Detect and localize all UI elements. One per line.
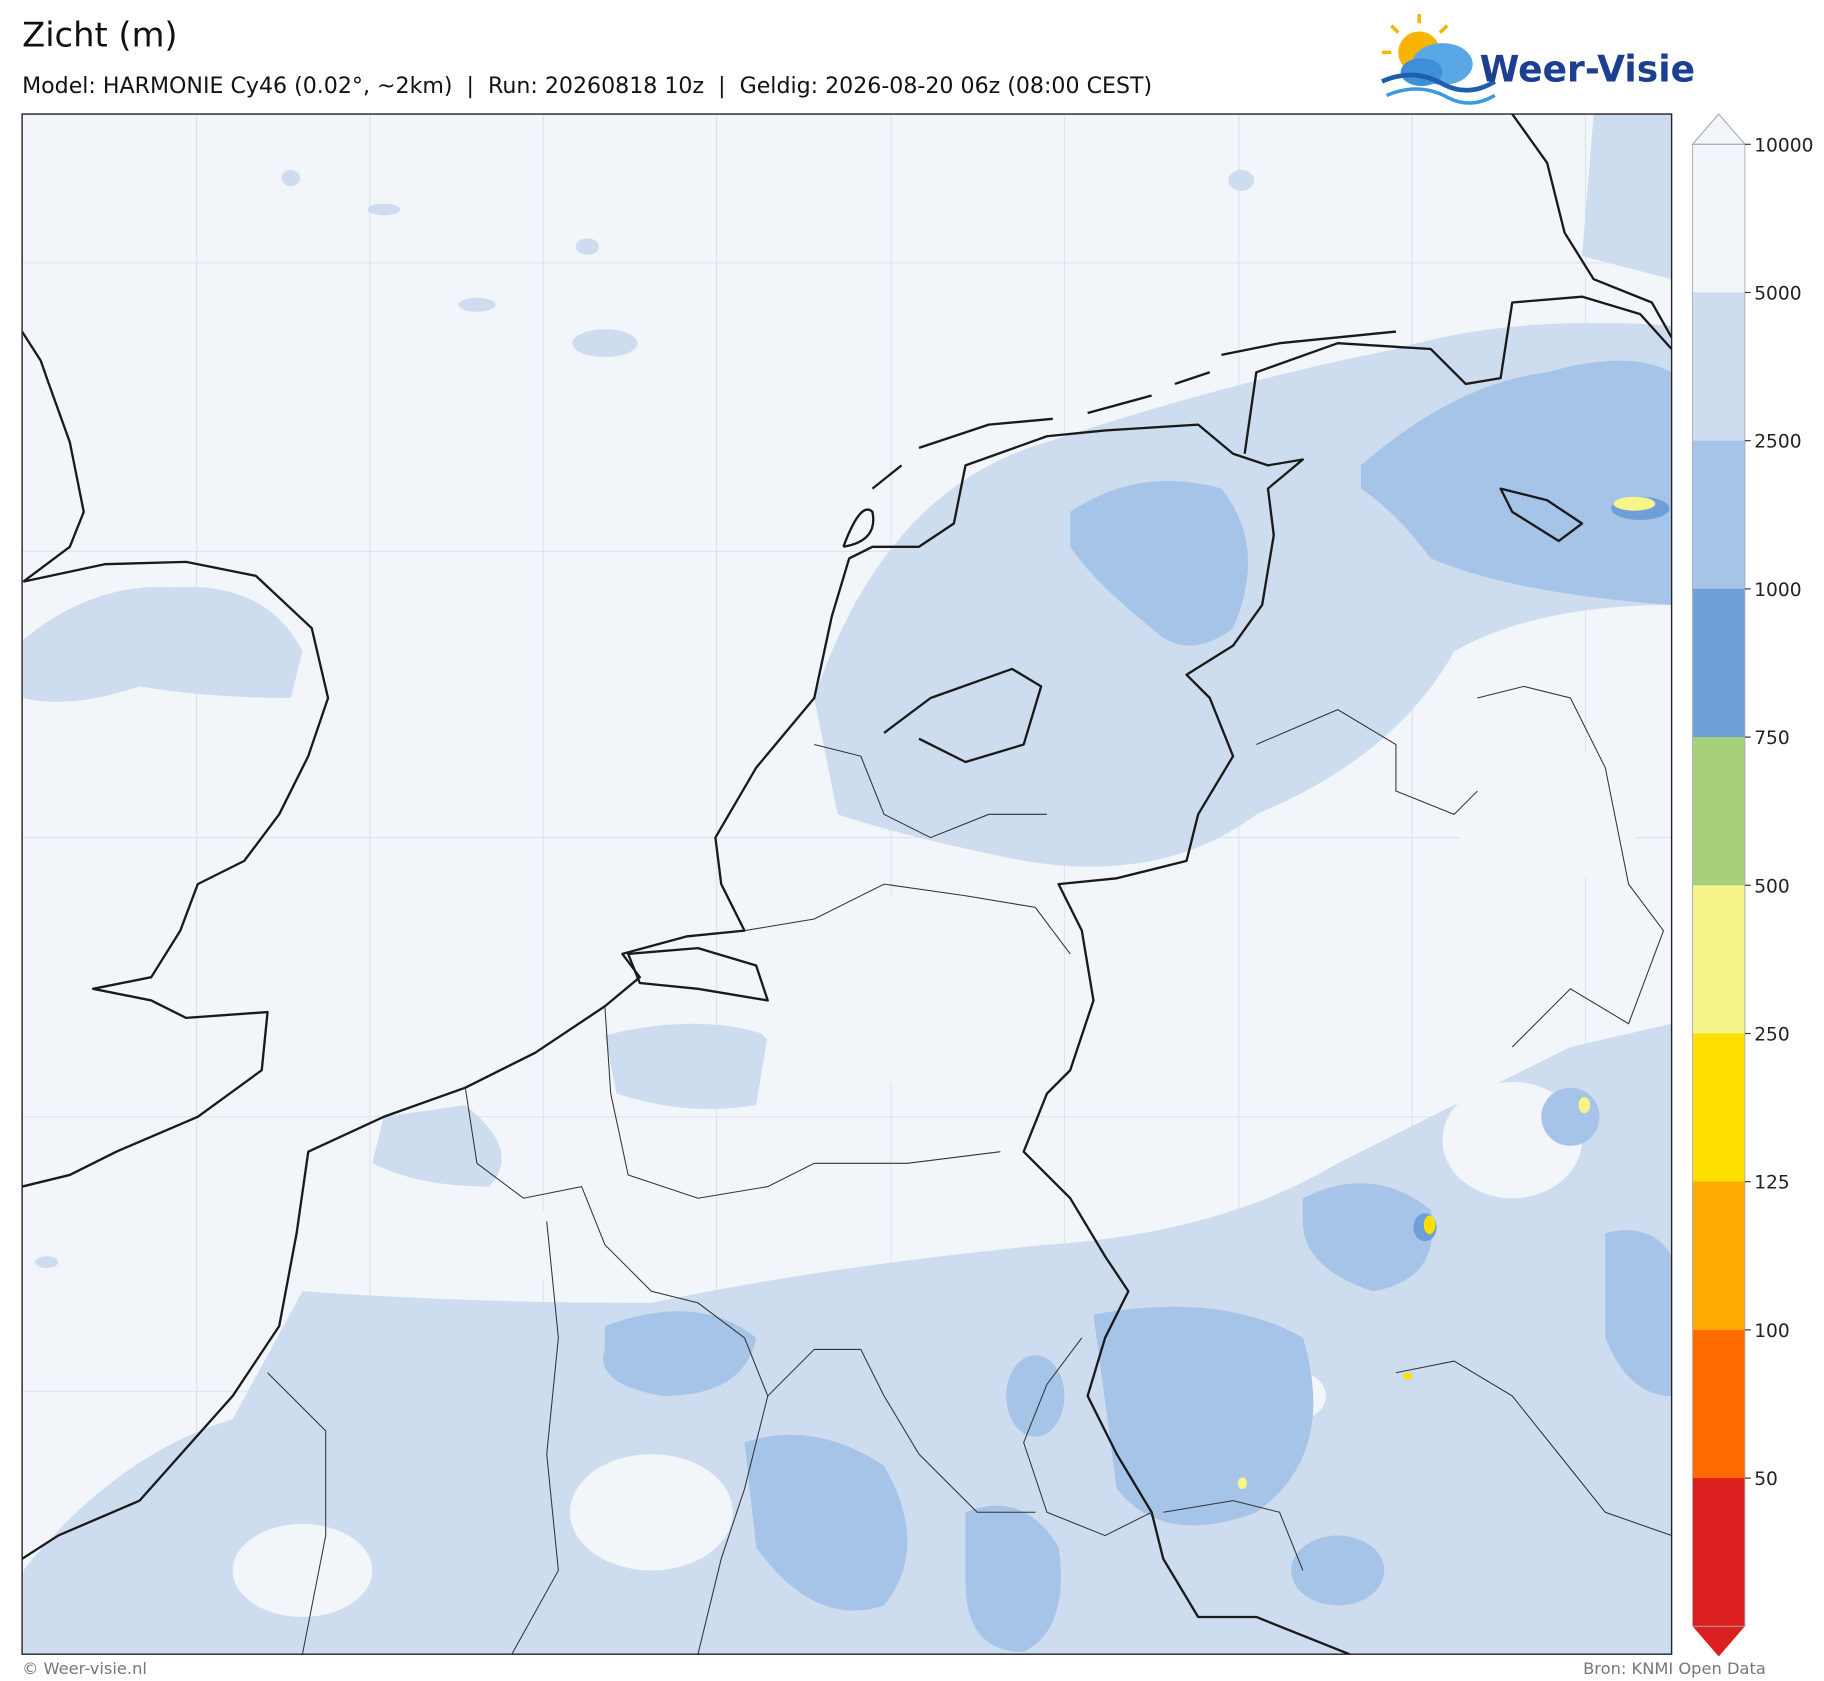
colorbar-label: 125 [1754,1173,1790,1194]
colorbar-label: 500 [1754,876,1790,897]
title: Zicht (m) [22,16,177,55]
colorbar-segment [1692,737,1745,886]
colorbar-segment [1692,440,1745,590]
colorbar-segment [1692,588,1745,738]
map [21,113,1673,1655]
colorbar-segment [1692,1181,1745,1331]
colorbar-segment [1692,1478,1745,1627]
colorbar-label: 1000 [1754,580,1801,601]
colorbar-extend-top [1691,113,1747,145]
colorbar-segment [1692,144,1745,294]
colorbar-segment [1692,885,1745,1035]
footer-left: © Weer-visie.nl [22,1659,147,1678]
colorbar-label: 750 [1754,728,1790,749]
colorbar-label: 250 [1754,1024,1790,1045]
colorbar: 10000 5000 2500 1000 750 500 250 125 100 50 [1691,113,1813,1657]
colorbar-extend-bottom [1692,1626,1745,1657]
colorbar-label: 2500 [1754,432,1801,453]
subtitle: Model: HARMONIE Cy46 (0.02°, ~2km) | Run… [22,73,1152,99]
colorbar-label: 50 [1754,1469,1778,1490]
colorbar-label: 10000 [1754,135,1813,156]
logo: Weer-Visie [1381,13,1695,105]
colorbar-label: 5000 [1754,283,1801,304]
footer-right: Bron: KNMI Open Data [1583,1659,1766,1678]
colorbar-segment [1692,1033,1745,1183]
logo-text: Weer-Visie [1480,48,1695,90]
colorbar-segment [1692,1329,1745,1479]
colorbar-segment [1692,292,1745,442]
colorbar-label: 100 [1754,1321,1790,1342]
